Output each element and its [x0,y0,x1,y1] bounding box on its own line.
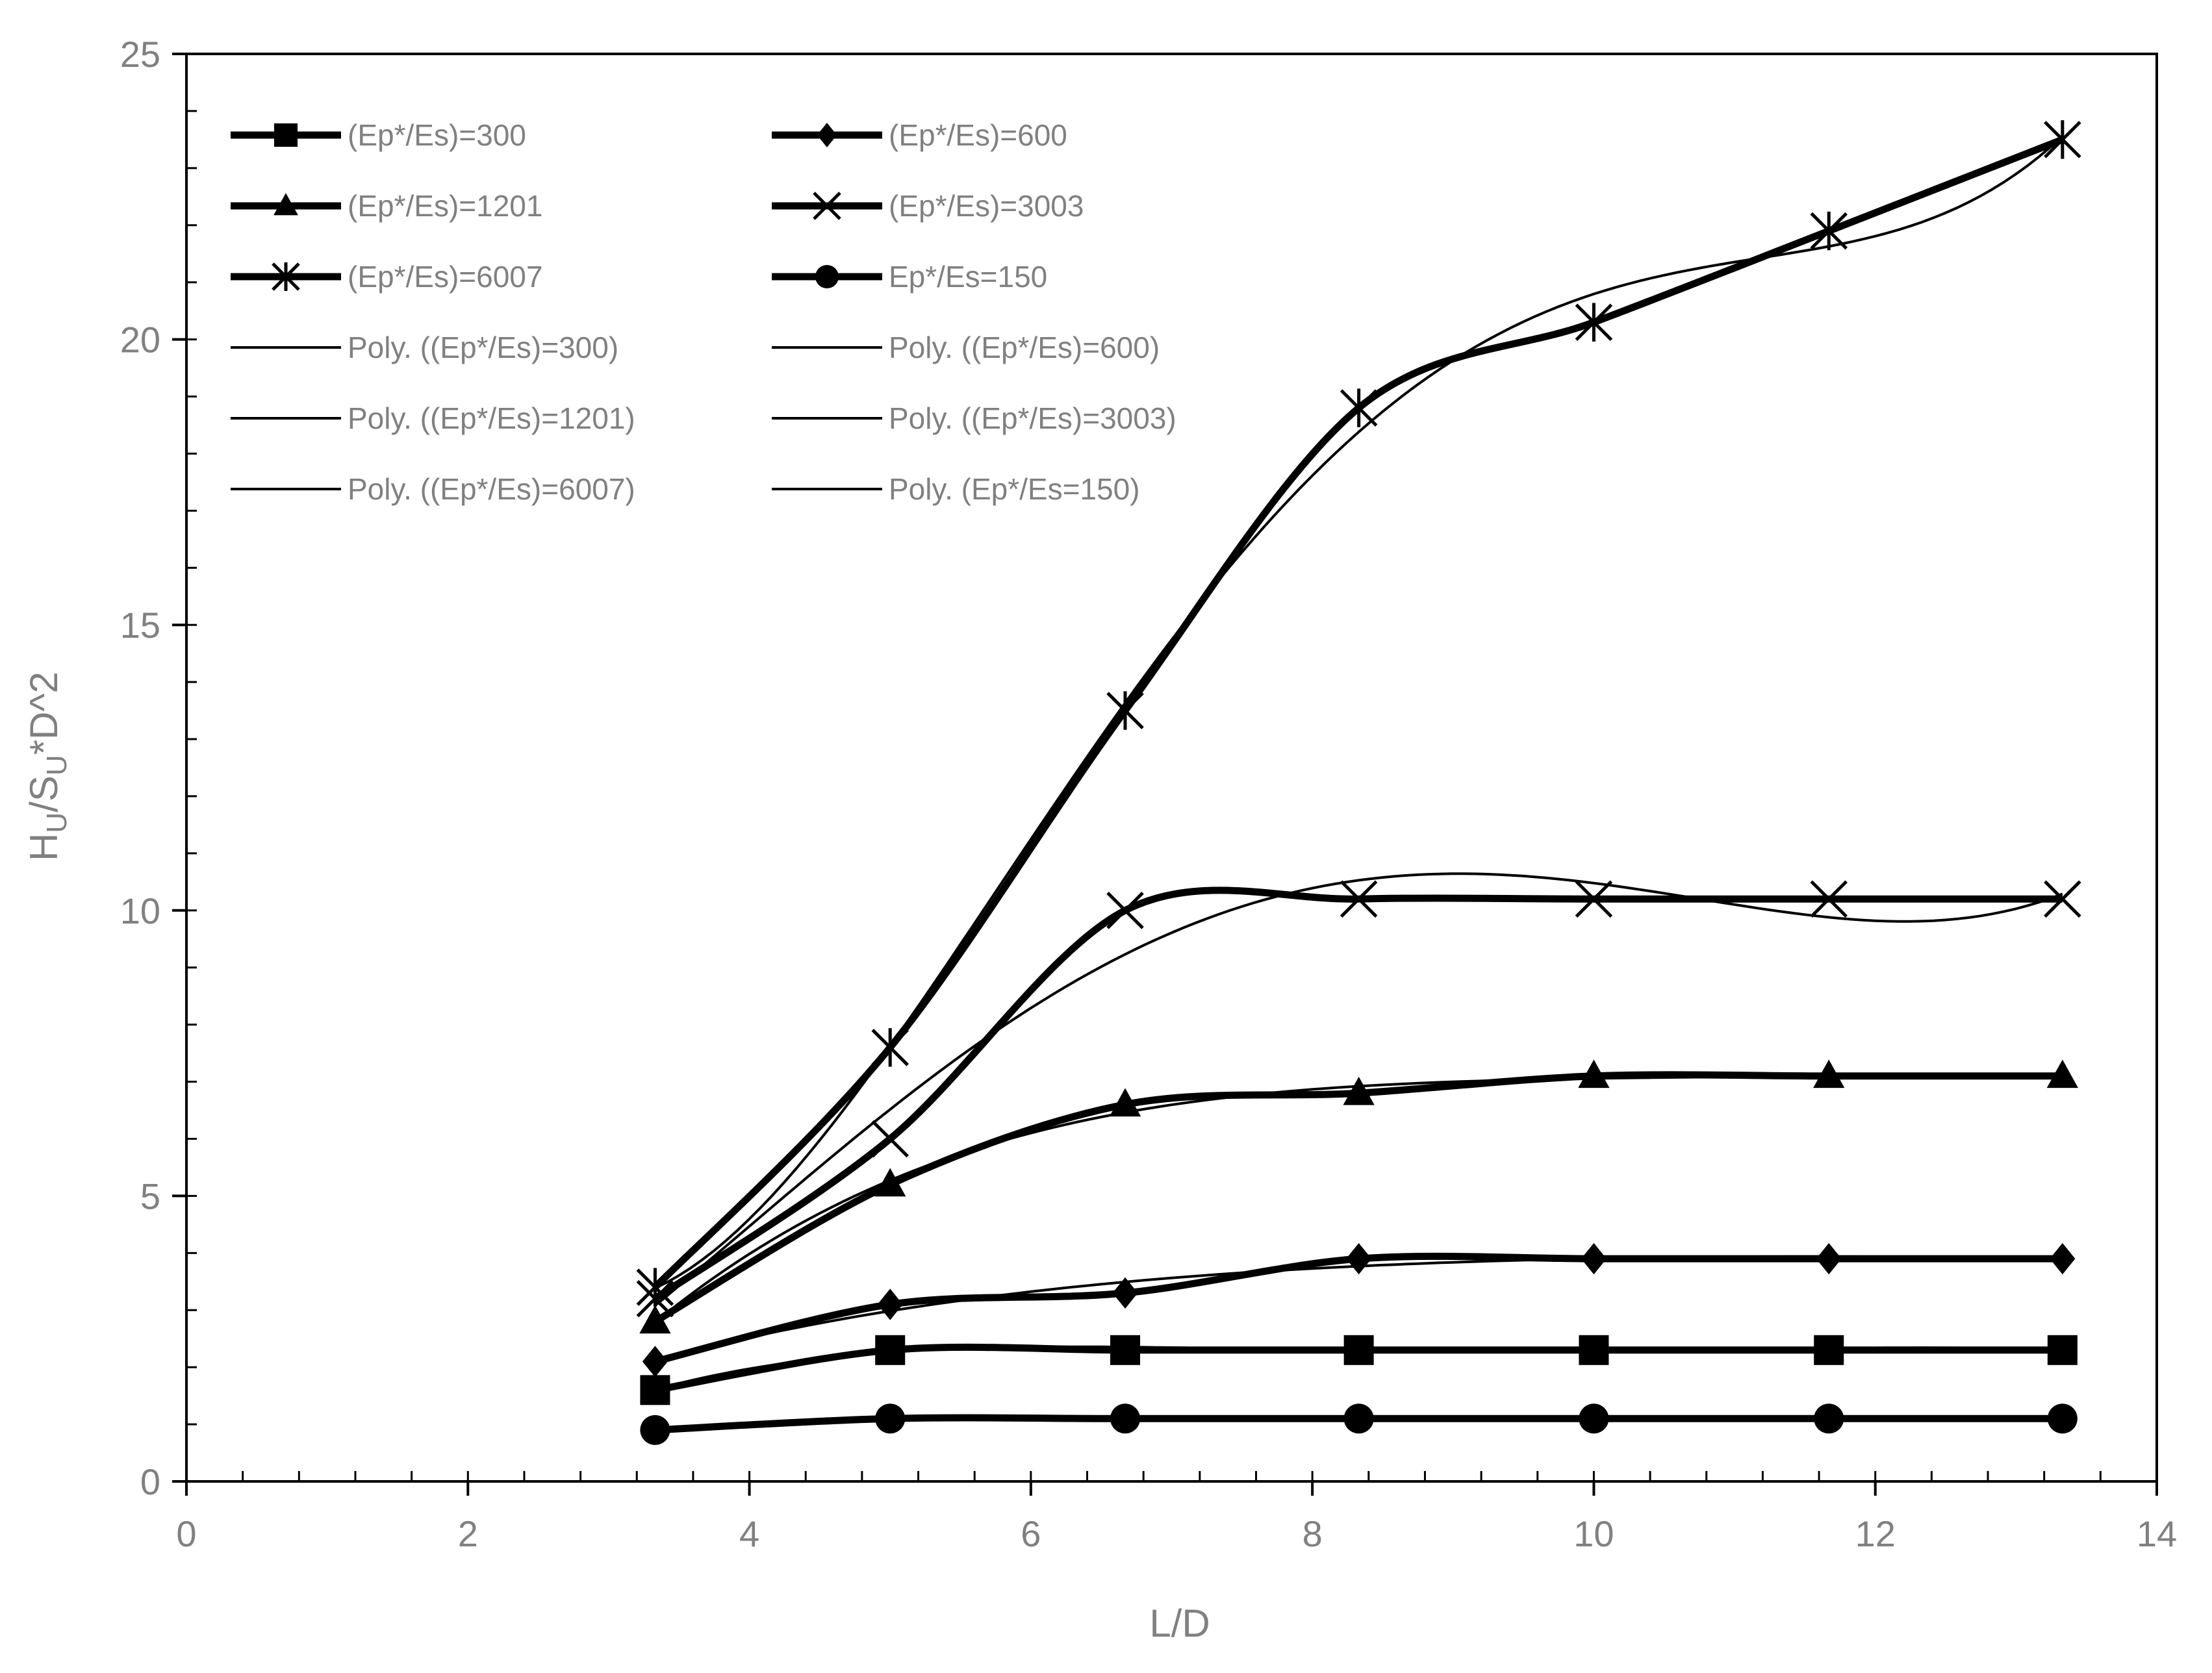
data-point-s4-4 [1340,880,1378,918]
legend-label: Poly. (Ep*/Es=150) [889,472,1140,506]
data-point-s4-2 [871,1120,909,1158]
legend-entry: (Ep*/Es)=1201 [231,189,542,223]
legend-label: (Ep*/Es)=6007 [348,260,542,294]
plot-frame [185,53,2158,1483]
data-point-s5-3 [1106,691,1144,730]
data-point-s6-2 [875,1403,906,1434]
data-point-s1-3 [1110,1335,1141,1365]
x-tick-label: 6 [1021,1513,1041,1554]
legend-label: (Ep*/Es)=3003 [889,189,1084,223]
y-axis-title-tail: *D^2 [22,672,66,755]
data-point-s3-7 [2046,1059,2078,1088]
data-point-s5-6 [1810,211,1848,251]
legend-label: Poly. ((Ep*/Es)=300) [348,331,618,364]
legend-entry: Poly. (Ep*/Es=150) [772,472,1140,506]
legend-marker [815,265,839,288]
legend-label: Poly. ((Ep*/Es)=1201) [348,401,635,435]
data-point-s3-2 [874,1168,906,1197]
legend-entry: Poly. ((Ep*/Es)=300) [231,331,618,364]
legend-entry: Poly. ((Ep*/Es)=3003) [772,401,1176,435]
legend-entry: Poly. ((Ep*/Es)=600) [772,331,1160,364]
data-point-s2-6 [1816,1242,1842,1275]
legend-label: (Ep*/Es)=1201 [348,189,542,223]
y-tick-label: 15 [120,605,160,646]
legend-label: Ep*/Es=150 [889,260,1047,294]
legend-marker [817,123,837,147]
data-point-s4-5 [1575,880,1613,918]
data-point-s1-5 [1579,1335,1609,1365]
y-tick-label: 10 [120,890,160,931]
data-point-s5-5 [1575,303,1613,342]
x-tick-label: 0 [176,1513,196,1554]
y-tick-label: 25 [120,34,160,75]
y-axis-title: HU/SU*D^2 [22,672,73,861]
legend-marker [273,193,298,216]
data-point-s3-4 [1343,1076,1375,1105]
data-point-s6-6 [1814,1403,1844,1434]
data-point-s3-1 [639,1305,671,1334]
data-point-s1-2 [875,1335,906,1365]
legend-label: Poly. ((Ep*/Es)=600) [889,331,1160,364]
legend-entry: (Ep*/Es)=300 [231,118,526,152]
data-point-s1-1 [640,1375,670,1405]
data-point-s2-5 [1581,1242,1607,1275]
legend: (Ep*/Es)=300 (Ep*/Es)=600 (Ep*/Es)=1201 (Ep… [231,118,1176,506]
y-tick-label: 20 [120,320,160,360]
data-point-s2-4 [1346,1242,1372,1275]
data-point-s6-3 [1110,1403,1141,1434]
legend-marker [813,192,841,220]
y-axis-title-s-sub: U [41,755,73,775]
data-point-s6-7 [2047,1403,2078,1434]
data-point-s3-5 [1578,1059,1610,1088]
data-point-s5-1 [636,1268,674,1307]
legend-label: (Ep*/Es)=300 [348,118,526,152]
marker-layer [636,120,2081,1445]
y-tick-label: 0 [140,1461,160,1502]
x-tick-label: 4 [739,1513,759,1554]
legend-entry: Poly. ((Ep*/Es)=6007) [231,472,635,506]
data-point-s4-3 [1106,892,1144,929]
data-point-s2-1 [642,1346,668,1377]
x-tick-label: 14 [2137,1513,2177,1554]
data-point-s1-6 [1814,1335,1844,1365]
legend-entry: (Ep*/Es)=3003 [772,189,1084,223]
legend-label: Poly. ((Ep*/Es)=3003) [889,401,1176,435]
data-point-s6-5 [1579,1403,1609,1434]
data-point-s6-1 [640,1415,670,1445]
axis-layer: 0 2 4 6 8 10 12 14 0 5 10 15 20 25 [120,34,2177,1554]
data-point-s6-4 [1343,1403,1374,1434]
data-point-s1-4 [1343,1335,1374,1365]
y-axis-title-h: H [22,833,66,861]
legend-label: (Ep*/Es)=600 [889,118,1067,152]
y-axis-title-h-sub: U [41,812,73,833]
legend-entry: Poly. ((Ep*/Es)=1201) [231,401,635,435]
data-point-s3-3 [1109,1088,1141,1117]
trendline-4 [654,872,2063,1307]
x-tick-label: 8 [1303,1513,1323,1554]
legend-marker [274,123,298,147]
data-point-s2-7 [2050,1242,2076,1275]
data-point-s4-7 [2044,880,2081,918]
x-axis-title: L/D [1149,1602,1210,1645]
x-tick-label: 12 [1855,1513,1896,1554]
data-point-s1-7 [2047,1335,2078,1365]
legend-marker [272,262,300,291]
legend-label: Poly. ((Ep*/Es)=6007) [348,472,635,506]
y-tick-label: 5 [140,1176,160,1216]
data-point-s5-7 [2044,120,2081,159]
data-point-s2-3 [1112,1277,1138,1309]
y-axis-title-mid: /S [22,775,66,812]
x-tick-label: 2 [458,1513,478,1554]
data-point-s5-4 [1340,388,1378,427]
legend-entry: (Ep*/Es)=6007 [231,260,542,294]
data-point-s2-2 [877,1289,903,1320]
data-point-s3-6 [1813,1059,1845,1088]
legend-entry: Ep*/Es=150 [772,260,1047,294]
data-point-s4-6 [1810,880,1848,918]
data-point-s5-2 [871,1028,909,1067]
x-tick-label: 10 [1573,1513,1614,1554]
legend-entry: (Ep*/Es)=600 [772,118,1067,152]
